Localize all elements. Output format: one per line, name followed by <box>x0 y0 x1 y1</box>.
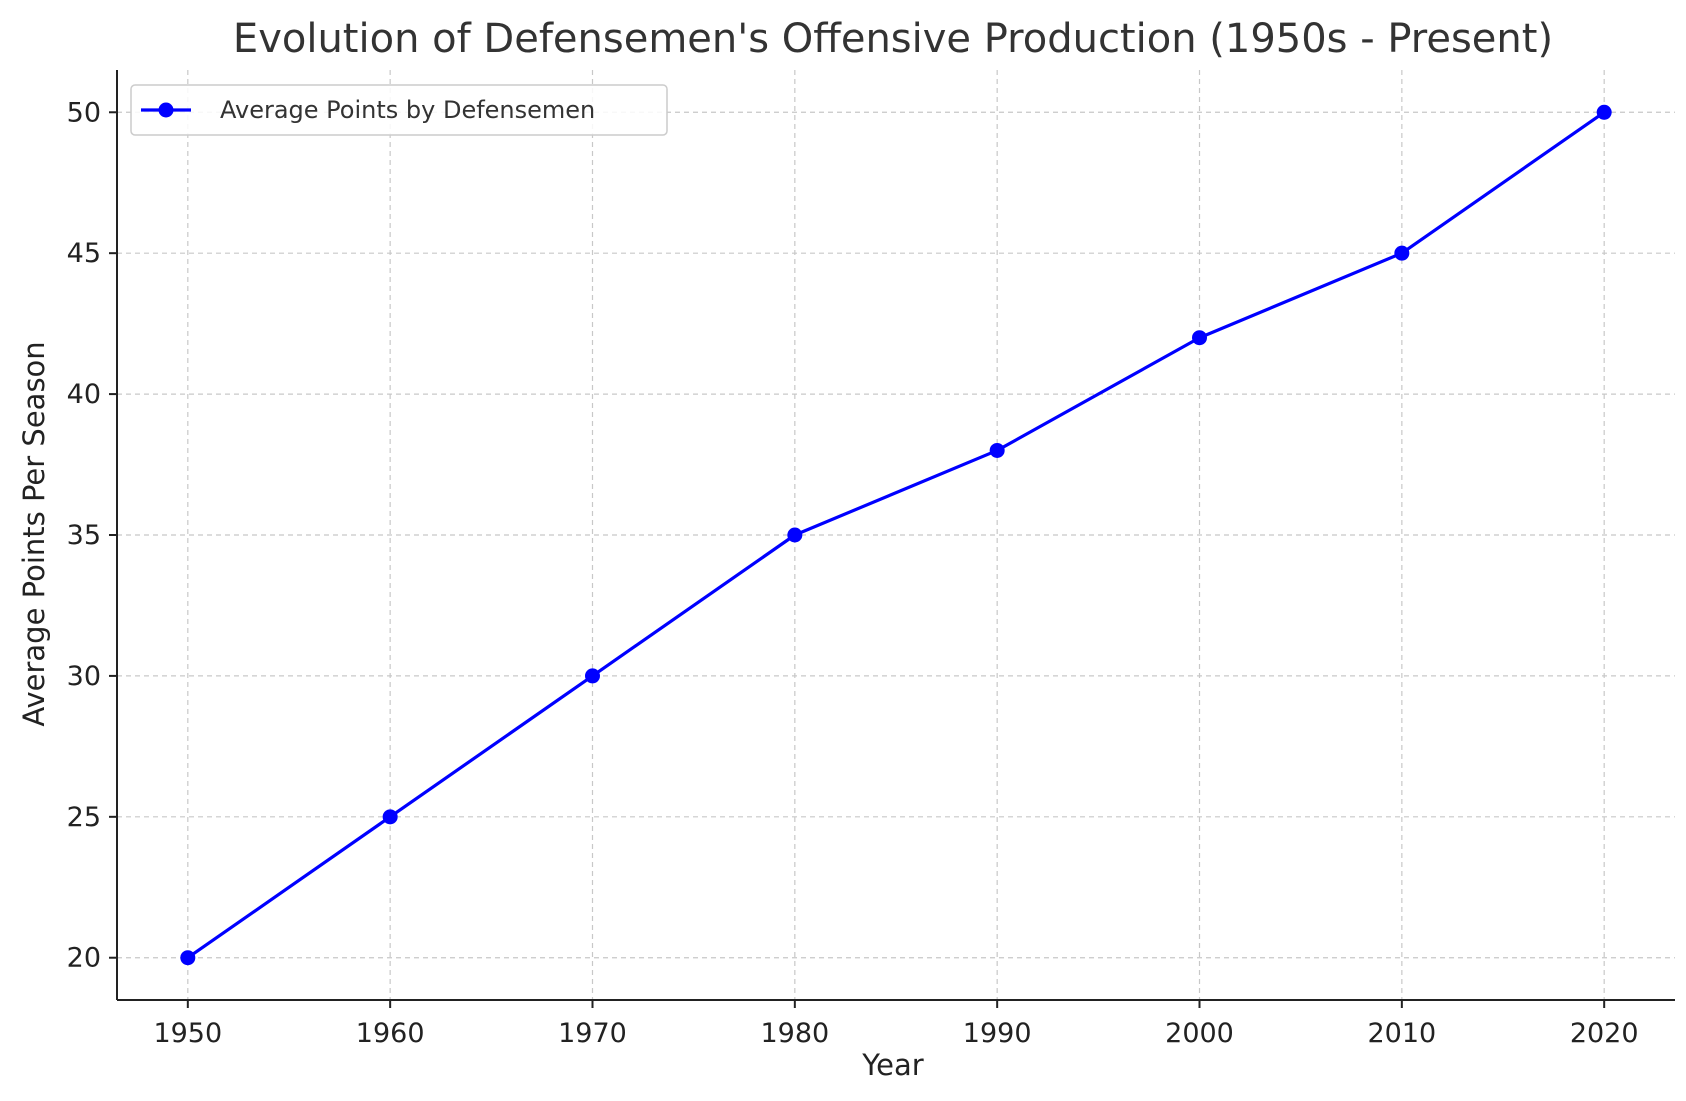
x-tick-label: 1980 <box>760 1018 829 1049</box>
legend-marker <box>158 102 174 118</box>
data-point <box>989 442 1005 458</box>
y-tick-label: 25 <box>67 802 101 833</box>
x-tick-label: 1990 <box>963 1018 1032 1049</box>
data-point <box>1192 330 1208 346</box>
chart-title: Evolution of Defensemen's Offensive Prod… <box>233 16 1553 62</box>
y-axis-label: Average Points Per Season <box>17 341 51 726</box>
x-tick-label: 2000 <box>1165 1018 1234 1049</box>
y-tick-label: 20 <box>67 943 101 974</box>
data-point <box>584 668 600 684</box>
legend-box <box>130 84 668 136</box>
tick-labels: 1950 1960 1970 1980 1990 2000 2010 202020253035… <box>67 97 1639 1049</box>
x-tick-label: 1970 <box>558 1018 627 1049</box>
data-point <box>1596 104 1612 120</box>
y-tick-label: 40 <box>67 379 101 410</box>
legend: Average Points by Defensemen <box>130 84 668 136</box>
y-tick-label: 45 <box>67 238 101 269</box>
x-axis-label: Year <box>861 1048 923 1082</box>
grid <box>117 70 1675 1000</box>
x-tick-label: 1950 <box>153 1018 222 1049</box>
y-tick-label: 30 <box>67 661 101 692</box>
legend-label: Average Points by Defensemen <box>220 96 595 124</box>
x-tick-label: 2010 <box>1367 1018 1436 1049</box>
data-point <box>1394 245 1410 261</box>
axes <box>109 70 1675 1008</box>
data-point <box>382 809 398 825</box>
series-line <box>186 110 1606 960</box>
data-point <box>180 950 196 966</box>
x-tick-label: 1960 <box>356 1018 425 1049</box>
data-point <box>787 527 803 543</box>
y-tick-label: 50 <box>67 97 101 128</box>
series <box>180 104 1612 966</box>
x-tick-label: 2020 <box>1570 1018 1639 1049</box>
y-tick-label: 35 <box>67 520 101 551</box>
